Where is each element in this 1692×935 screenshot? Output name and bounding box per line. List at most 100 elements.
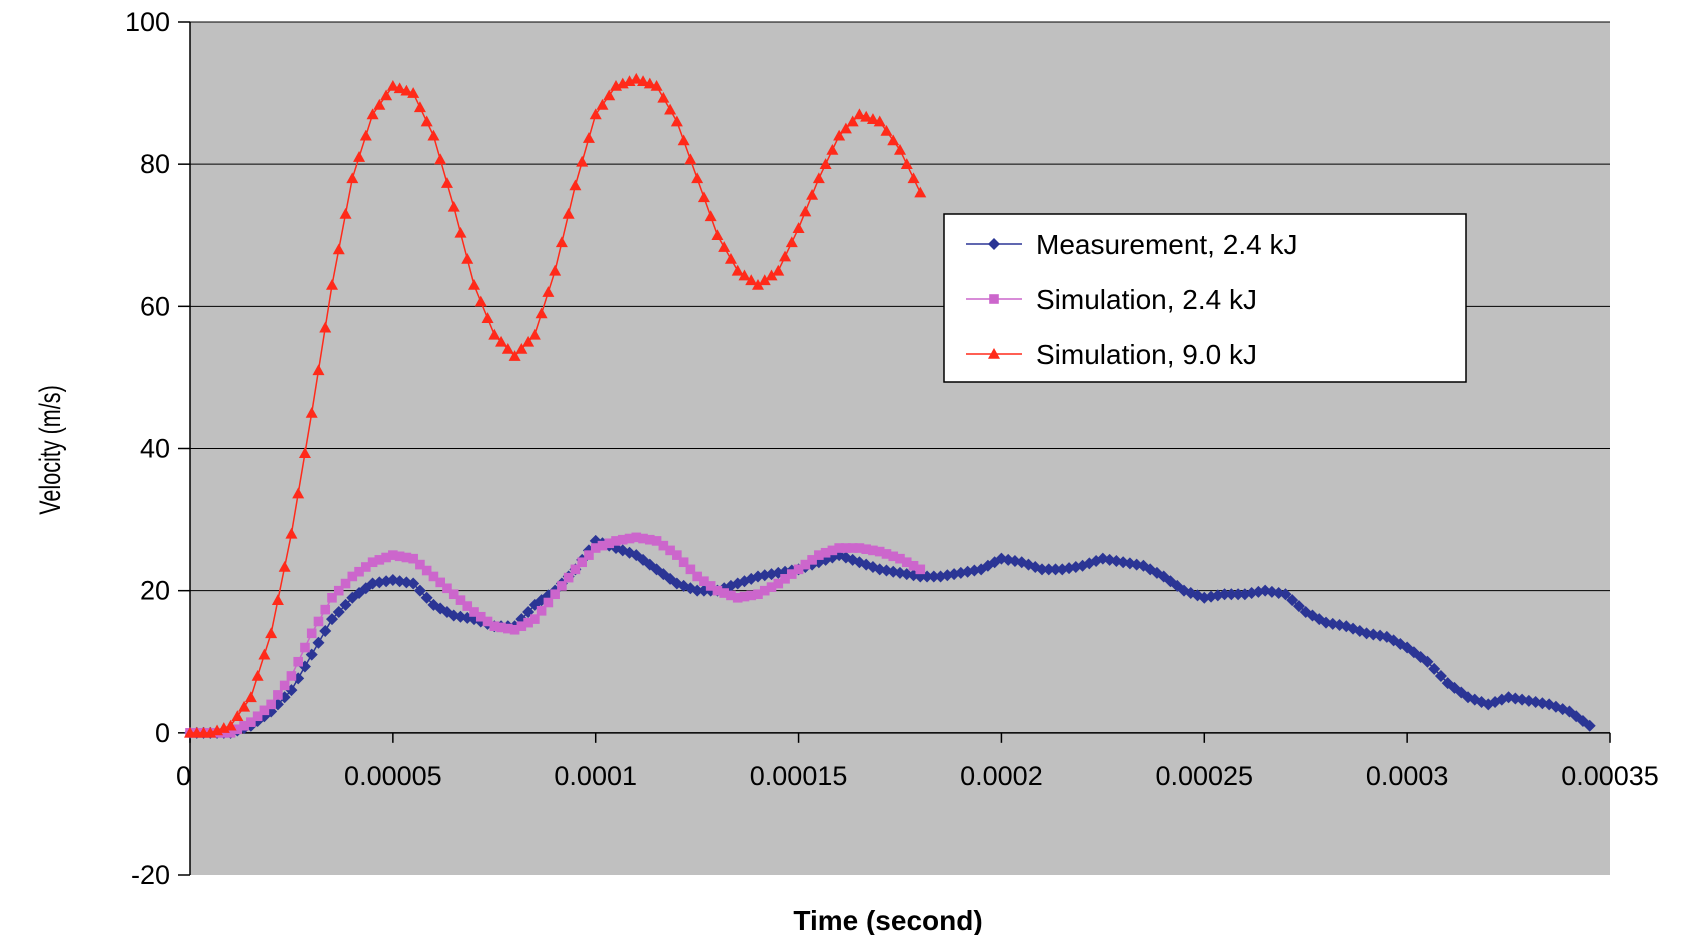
data-point <box>306 628 317 639</box>
data-point <box>800 559 811 570</box>
data-point <box>373 98 386 110</box>
x-tick-label: 0.00025 <box>1155 761 1253 791</box>
y-tick-label: 100 <box>125 7 170 37</box>
data-point <box>901 557 912 568</box>
data-point <box>780 574 790 584</box>
data-point <box>651 536 662 546</box>
data-point <box>638 533 648 544</box>
data-point <box>658 540 669 551</box>
data-point <box>381 552 391 563</box>
data-point <box>841 543 851 553</box>
data-point <box>232 724 243 735</box>
data-point <box>489 621 500 632</box>
data-point <box>536 606 547 616</box>
legend-item: Simulation, 2.4 kJ <box>966 284 1257 315</box>
data-point <box>319 624 332 637</box>
data-point <box>224 719 237 731</box>
data-point <box>515 342 528 354</box>
data-point <box>746 590 757 601</box>
data-point <box>475 611 486 622</box>
data-point <box>752 279 764 290</box>
data-point <box>604 538 615 549</box>
data-point <box>246 717 256 727</box>
data-point <box>759 585 770 596</box>
data-point <box>807 555 817 565</box>
data-point <box>1434 669 1447 682</box>
data-point <box>692 571 702 582</box>
data-point <box>873 115 886 127</box>
data-point <box>678 557 689 568</box>
data-point <box>908 560 919 571</box>
data-point <box>481 312 494 323</box>
data-point <box>597 540 608 551</box>
data-point <box>799 205 812 217</box>
data-point <box>664 103 677 115</box>
data-point <box>332 243 345 255</box>
y-tick-label: 0 <box>155 718 170 748</box>
data-point <box>339 207 352 219</box>
data-point <box>846 115 859 127</box>
x-tick-label: 0.00035 <box>1561 761 1659 791</box>
data-point <box>231 710 244 722</box>
data-point <box>570 564 581 575</box>
data-point <box>320 604 331 615</box>
y-axis-label: Velocity (m/s) <box>32 385 66 515</box>
data-point <box>719 588 729 598</box>
data-point <box>319 321 332 333</box>
data-point <box>415 559 425 570</box>
data-point <box>1042 563 1055 576</box>
data-point <box>420 115 433 127</box>
data-point <box>388 550 398 560</box>
data-point <box>988 348 1000 359</box>
data-point <box>697 191 710 203</box>
data-point <box>401 552 412 563</box>
data-point <box>448 589 459 600</box>
data-point <box>1036 563 1048 576</box>
data-point <box>670 115 683 127</box>
legend: Measurement, 2.4 kJ Simulation, 2.4 kJ Sim… <box>943 213 1467 383</box>
data-point <box>435 577 445 588</box>
data-point <box>1218 588 1231 601</box>
data-point <box>820 547 831 558</box>
data-point <box>685 564 696 575</box>
data-point <box>874 546 885 557</box>
data-point <box>650 79 663 91</box>
data-point <box>434 153 447 165</box>
data-point <box>407 87 420 98</box>
data-point <box>895 553 905 564</box>
data-point <box>866 113 879 124</box>
data-point <box>617 534 628 545</box>
data-point <box>1049 563 1062 576</box>
data-point <box>860 110 873 122</box>
data-point <box>766 582 777 592</box>
data-point <box>346 172 359 184</box>
data-point <box>894 143 906 155</box>
data-point <box>469 607 479 617</box>
data-point <box>535 307 548 319</box>
x-tick-label: 0.00015 <box>750 761 848 791</box>
data-point <box>421 565 432 576</box>
y-tick-label: -20 <box>131 860 170 890</box>
data-point <box>442 583 452 594</box>
data-point <box>1292 600 1305 613</box>
data-point <box>814 550 824 560</box>
data-point <box>624 533 635 544</box>
data-point <box>1232 588 1245 601</box>
data-point <box>400 84 413 96</box>
data-point <box>428 571 439 582</box>
data-point <box>657 91 670 103</box>
data-point <box>677 134 690 146</box>
data-point <box>516 621 527 632</box>
data-point <box>765 269 778 281</box>
data-point <box>278 560 291 572</box>
x-axis-label: Time (second) <box>793 905 982 935</box>
data-point <box>285 527 298 539</box>
data-point <box>374 555 385 565</box>
y-tick-label: 40 <box>140 434 170 464</box>
data-point <box>495 335 508 347</box>
data-point <box>353 151 366 162</box>
data-point <box>563 572 574 583</box>
data-point <box>461 252 474 264</box>
data-point <box>1421 655 1434 668</box>
